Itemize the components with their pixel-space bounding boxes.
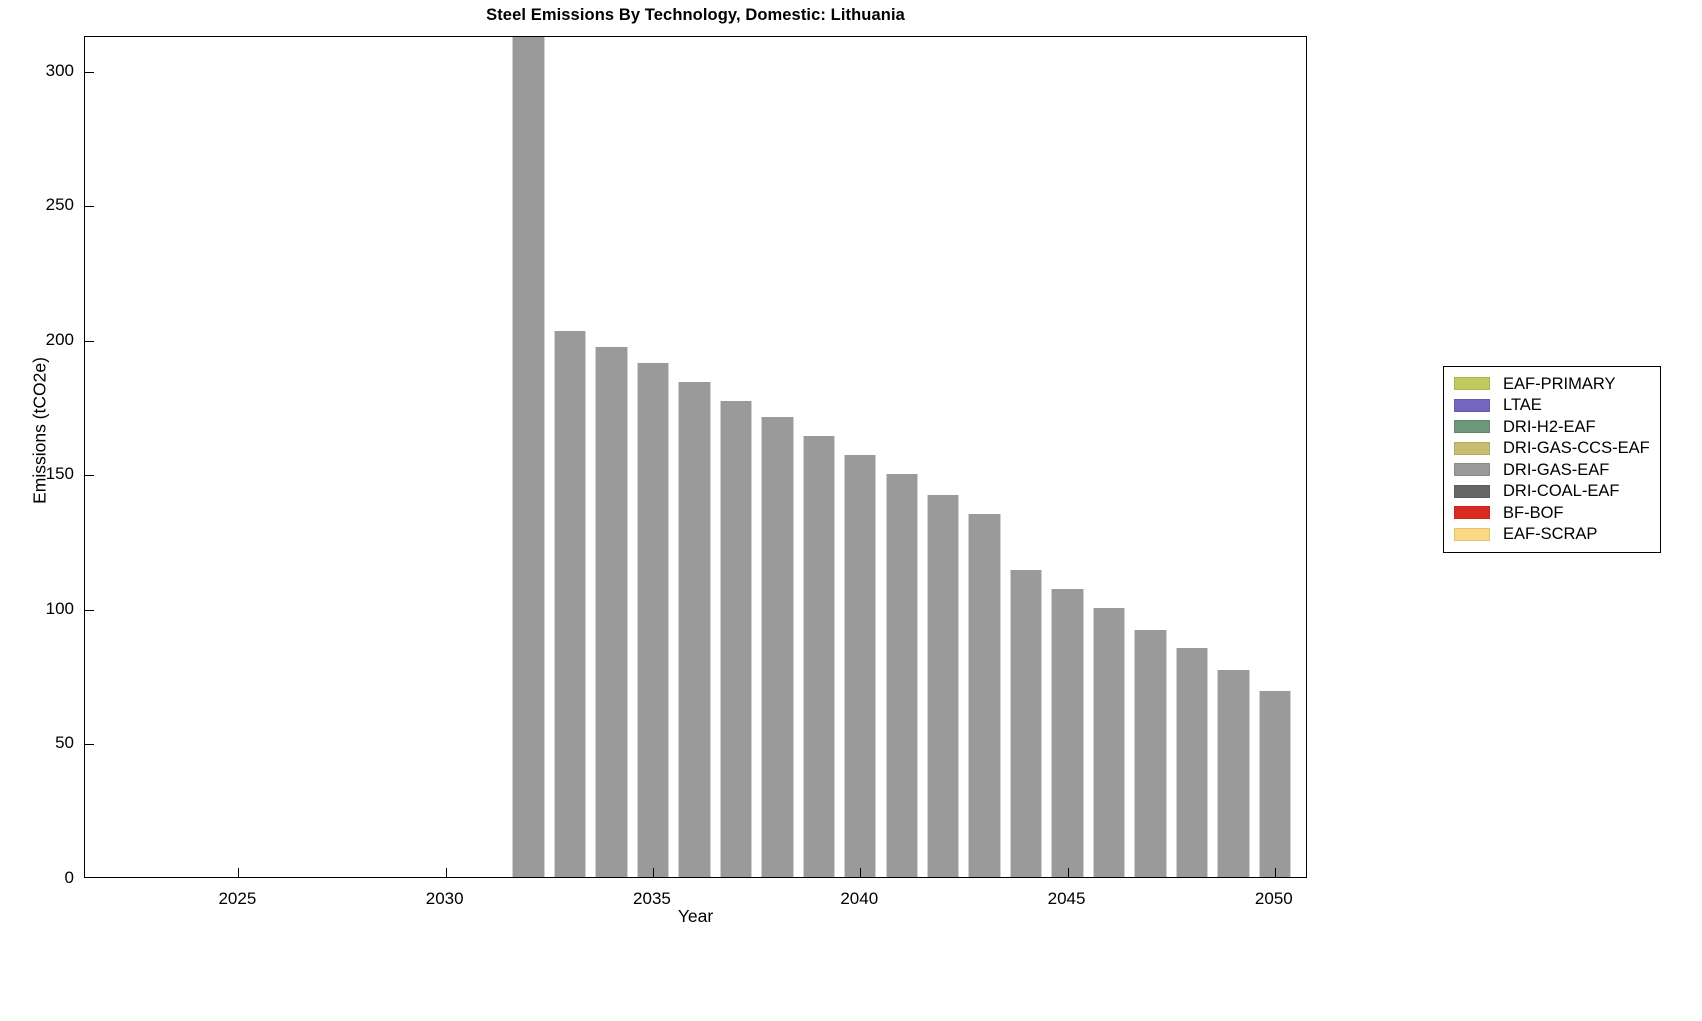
x-axis-title: Year (677, 906, 714, 926)
x-tick-mark (860, 868, 862, 877)
y-tick-label: 250 (45, 195, 74, 215)
x-tick-mark (652, 868, 654, 877)
bar (761, 417, 794, 877)
legend-swatch-icon (1454, 377, 1490, 391)
legend-item-ltae[interactable]: LTAE (1454, 395, 1650, 417)
y-tick-mark (85, 340, 94, 342)
y-tick-mark (85, 744, 94, 746)
bar (927, 495, 960, 877)
bar (844, 454, 877, 877)
y-tick-label: 150 (45, 464, 74, 484)
legend-swatch-icon (1454, 420, 1490, 434)
bar (1051, 589, 1084, 877)
legend-item-dri-coal-eaf[interactable]: DRI-COAL-EAF (1454, 481, 1650, 503)
x-tick-label: 2035 (633, 889, 671, 908)
bar-series-container (85, 37, 1306, 877)
y-tick-mark (85, 475, 94, 477)
bar (595, 347, 628, 877)
x-tick-mark (1067, 868, 1069, 877)
legend-item-eaf-primary[interactable]: EAF-PRIMARY (1454, 373, 1650, 395)
bar (1217, 669, 1250, 877)
y-tick-label: 200 (45, 329, 74, 349)
legend-item-label: DRI-GAS-EAF (1503, 460, 1610, 479)
x-tick-label: 2045 (1047, 889, 1086, 908)
bar (1134, 629, 1167, 877)
bar (1258, 691, 1291, 877)
legend-item-label: DRI-GAS-CCS-EAF (1503, 439, 1650, 457)
legend-swatch-icon (1454, 463, 1490, 477)
legend-item-label: DRI-COAL-EAF (1503, 482, 1620, 500)
y-tick-label: 300 (45, 60, 74, 80)
legend-item-bf-bof[interactable]: BF-BOF (1454, 502, 1650, 524)
legend-swatch-icon (1454, 398, 1490, 412)
x-tick-label: 2040 (840, 889, 879, 908)
legend-item-label: BF-BOF (1503, 503, 1564, 522)
legend-swatch-icon (1454, 441, 1490, 455)
bar (885, 473, 918, 877)
plot-area (84, 36, 1307, 878)
page-title: Steel Emissions By Technology, Domestic:… (486, 6, 905, 24)
x-tick-label: 2030 (425, 889, 464, 908)
x-tick-label: 2050 (1254, 889, 1293, 908)
legend-item-label: EAF-SCRAP (1503, 525, 1598, 543)
bar (1092, 608, 1126, 877)
bar (553, 330, 587, 877)
bar (802, 435, 835, 877)
legend-item-dri-gas-ccs-eaf[interactable]: DRI-GAS-CCS-EAF (1454, 438, 1650, 460)
y-tick-label: 100 (45, 598, 74, 618)
legend: EAF-PRIMARY LTAE DRI-H2-EAF DRI-GAS-CCS-EAF… (1443, 366, 1661, 553)
y-tick-mark (85, 206, 94, 208)
x-tick-mark (1274, 868, 1276, 877)
x-tick-mark (238, 868, 240, 877)
y-tick-label: 50 (55, 733, 74, 753)
x-tick-label: 2025 (218, 889, 257, 908)
y-tick-mark (85, 71, 94, 73)
bar (1175, 648, 1209, 877)
y-axis-title: Emissions (tCO2e) (29, 357, 50, 504)
bar (636, 363, 670, 877)
legend-swatch-icon (1454, 484, 1490, 498)
legend-swatch-icon (1454, 527, 1490, 541)
legend-item-label: DRI-H2-EAF (1503, 417, 1596, 436)
bar (1009, 570, 1043, 877)
legend-item-label: EAF-PRIMARY (1503, 374, 1616, 393)
x-tick-mark (445, 868, 447, 877)
y-tick-mark (85, 609, 94, 611)
legend-item-dri-gas-eaf[interactable]: DRI-GAS-EAF (1454, 459, 1650, 481)
bar (719, 400, 753, 877)
legend-item-eaf-scrap[interactable]: EAF-SCRAP (1454, 524, 1650, 546)
legend-swatch-icon (1454, 506, 1490, 520)
legend-item-label: LTAE (1503, 396, 1542, 414)
bar (512, 37, 545, 877)
bar (678, 382, 711, 877)
legend-item-dri-h2-eaf[interactable]: DRI-H2-EAF (1454, 416, 1650, 438)
y-tick-label: 0 (64, 868, 74, 887)
bar (968, 513, 1001, 877)
